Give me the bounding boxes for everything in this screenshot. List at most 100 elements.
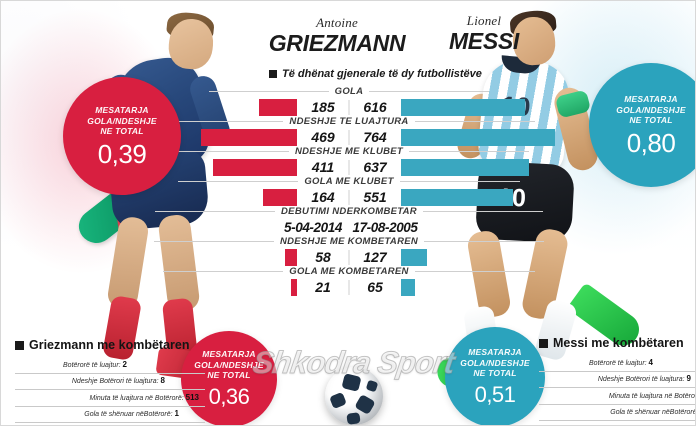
stat-row-label: GOLA ME KLUBET [1,175,695,188]
national-team-stat-line: Gola të shënuar nëBotërorë: 1 [15,407,205,423]
stat-value-messi: 127 [363,249,387,265]
messi-first-name: Lionel [466,13,502,28]
griezmann-first-name: Antoine [316,15,358,30]
national-team-stat-line: Gola të shënuar nëBotërorë: 6 [539,405,696,421]
badge-caption-line-3: NE TOTAL [629,115,673,126]
player-name-messi: Lionel MESSI [419,13,549,54]
stat-row: DEBUTIMI NDERKOMBETAR 5-04-2014 17-08-2005 [1,205,695,235]
football-icon [325,367,383,425]
stat-bar-messi [401,129,555,146]
stat-row-divider [348,160,350,175]
stat-row: GOLA ME KLUBET 164 551 [1,175,695,206]
stat-bar-messi [401,159,529,176]
badge-messi-total-average: MESATARJA GOLA/NDESHJE NE TOTAL 0,80 [589,63,695,187]
national-team-panel-griezmann: Griezmann me kombëtaren Botërorë të luaj… [15,337,205,423]
national-team-stat-value: 1 [174,409,179,418]
national-team-stat-line: Ndeshje Botërori të luajtura: 8 [15,374,205,390]
national-team-stat-label: Botërorë të luajtur: [63,361,123,369]
badge-griezmann-national-average: MESATARJA GOLA/NDESHJE NE TOTAL 0,36 [181,331,277,425]
stat-value-messi: 764 [363,129,387,145]
national-team-stat-line: Minuta të luajtura në Botërorë: 1.413 [539,388,696,405]
national-team-stat-value: 2 [122,359,127,369]
national-team-stat-label: Botërorë të luajtur: [589,359,649,367]
badge-value: 0,39 [97,138,147,169]
national-team-panel-messi: Messi me kombëtaren Botërorë të luajtur:… [539,335,696,421]
badge-value: 0,80 [626,127,676,158]
panel-title-label: Griezmann me kombëtaren [29,338,190,352]
national-team-stat-label: Gola të shënuar nëBotërorë: [610,409,696,416]
badge-caption-line-2: GOLA/NDESHJE [194,359,264,370]
national-team-stat-label: Ndeshje Botërori të luajtura: [71,378,161,385]
national-team-stat-line: Botërorë të luajtur: 4 [539,355,695,372]
badge-messi-national-average: MESATARJA GOLA/NDESHJE NE TOTAL 0,51 [445,327,545,425]
stat-bar-messi [401,279,415,296]
stat-row: NDESHJE ME KOMBETAREN 58 127 [1,235,695,266]
stat-value-messi: 616 [363,99,387,115]
stat-row-divider [348,190,350,205]
stat-row-divider [348,100,350,115]
stat-bar-griezmann [263,189,297,206]
stat-bar-griezmann [291,279,297,296]
stat-bar-messi [401,99,525,116]
badge-caption-line-3: NE TOTAL [100,126,144,137]
stat-row: GOLA 185 616 [1,85,695,116]
national-team-panel-title-griezmann: Griezmann me kombëtaren [15,337,205,353]
national-team-lines-messi: Botërorë të luajtur: 4 Ndeshje Botërori t… [539,355,696,421]
national-team-stat-value: 8 [160,376,165,385]
stat-value-messi: 551 [363,189,387,205]
badge-caption-line-2: GOLA/NDESHJE [616,104,686,115]
stat-row: NDESHJE TE LUAJTURA 469 764 [1,115,695,146]
stat-row-label: NDESHJE ME KOMBETAREN [1,235,695,248]
stat-row-divider [348,250,350,265]
section-title: Të dhënat gjenerale të dy futbollistëve [269,67,499,81]
stat-row: GOLA ME KOMBETAREN 21 65 [1,265,695,296]
bullet-square-icon [539,338,548,348]
stat-row-label: NDESHJE TE LUAJTURA [1,115,695,128]
national-team-stat-line: Minuta të luajtura në Botërorë: 513 [15,390,205,407]
panel-title-label: Messi me kombëtaren [553,336,684,350]
national-team-stat-label: Minuta të luajtura në Botërorë: [89,394,186,402]
national-team-stat-line: Botërorë të luajtur: 2 [15,357,205,374]
national-team-stat-label: Ndeshje Botërori të luajtura: [597,376,687,383]
stat-value-griezmann: 411 [311,159,335,175]
stat-value-griezmann: 164 [311,189,335,205]
section-title-label: Të dhënat gjenerale të dy futbollistëve [282,68,482,80]
stat-value-messi: 17-08-2005 [352,220,418,235]
badge-value: 0,36 [208,383,250,409]
stat-value-griezmann: 185 [311,99,335,115]
national-team-lines-griezmann: Botërorë të luajtur: 2 Ndeshje Botërori t… [15,357,205,423]
badge-caption-line-2: GOLA/NDESHJE [87,115,157,126]
badge-caption-line-3: NE TOTAL [473,368,517,379]
bullet-square-icon [15,340,24,350]
stat-row-label: DEBUTIMI NDERKOMBETAR [1,205,695,218]
stat-row-divider [348,130,350,145]
badge-caption-line-2: GOLA/NDESHJE [460,357,530,368]
stat-row-label: GOLA ME KOMBETAREN [1,265,695,278]
stat-row: NDESHJE ME KLUBET 411 637 [1,145,695,176]
stat-bar-messi [401,189,513,206]
stat-row-divider [348,280,350,295]
stat-value-griezmann: 58 [315,249,331,265]
stat-bar-griezmann [285,249,297,266]
badge-value: 0,51 [474,381,516,407]
stat-bar-griezmann [201,129,297,146]
national-team-stat-line: Ndeshje Botërori të luajtura: 9 [539,372,695,388]
national-team-stat-value: 513 [185,392,199,402]
badge-caption-line-1: MESATARJA [624,94,678,105]
griezmann-hair [165,10,216,42]
stat-value-griezmann: 469 [311,129,335,145]
stat-bar-messi [401,249,427,266]
griezmann-head [166,16,216,72]
badge-caption-line-1: MESATARJA [202,349,256,360]
player-name-griezmann: Antoine GRIEZMANN [257,15,417,56]
comparison-stats-table: GOLA 185 616 NDESHJE TE LUAJTURA 469 764 NDESH… [1,85,695,296]
badge-griezmann-total-average: MESATARJA GOLA/NDESHJE NE TOTAL 0,39 [63,77,181,195]
griezmann-last-name: GRIEZMANN [268,30,406,56]
stat-value-messi: 65 [367,279,383,295]
badge-caption-line-3: NE TOTAL [207,370,251,381]
national-team-stat-value: 9 [686,374,691,383]
badge-caption-line-1: MESATARJA [468,347,522,358]
messi-last-name: MESSI [448,28,520,54]
national-team-stat-label: Minuta të luajtura në Botërorë: [608,392,696,400]
